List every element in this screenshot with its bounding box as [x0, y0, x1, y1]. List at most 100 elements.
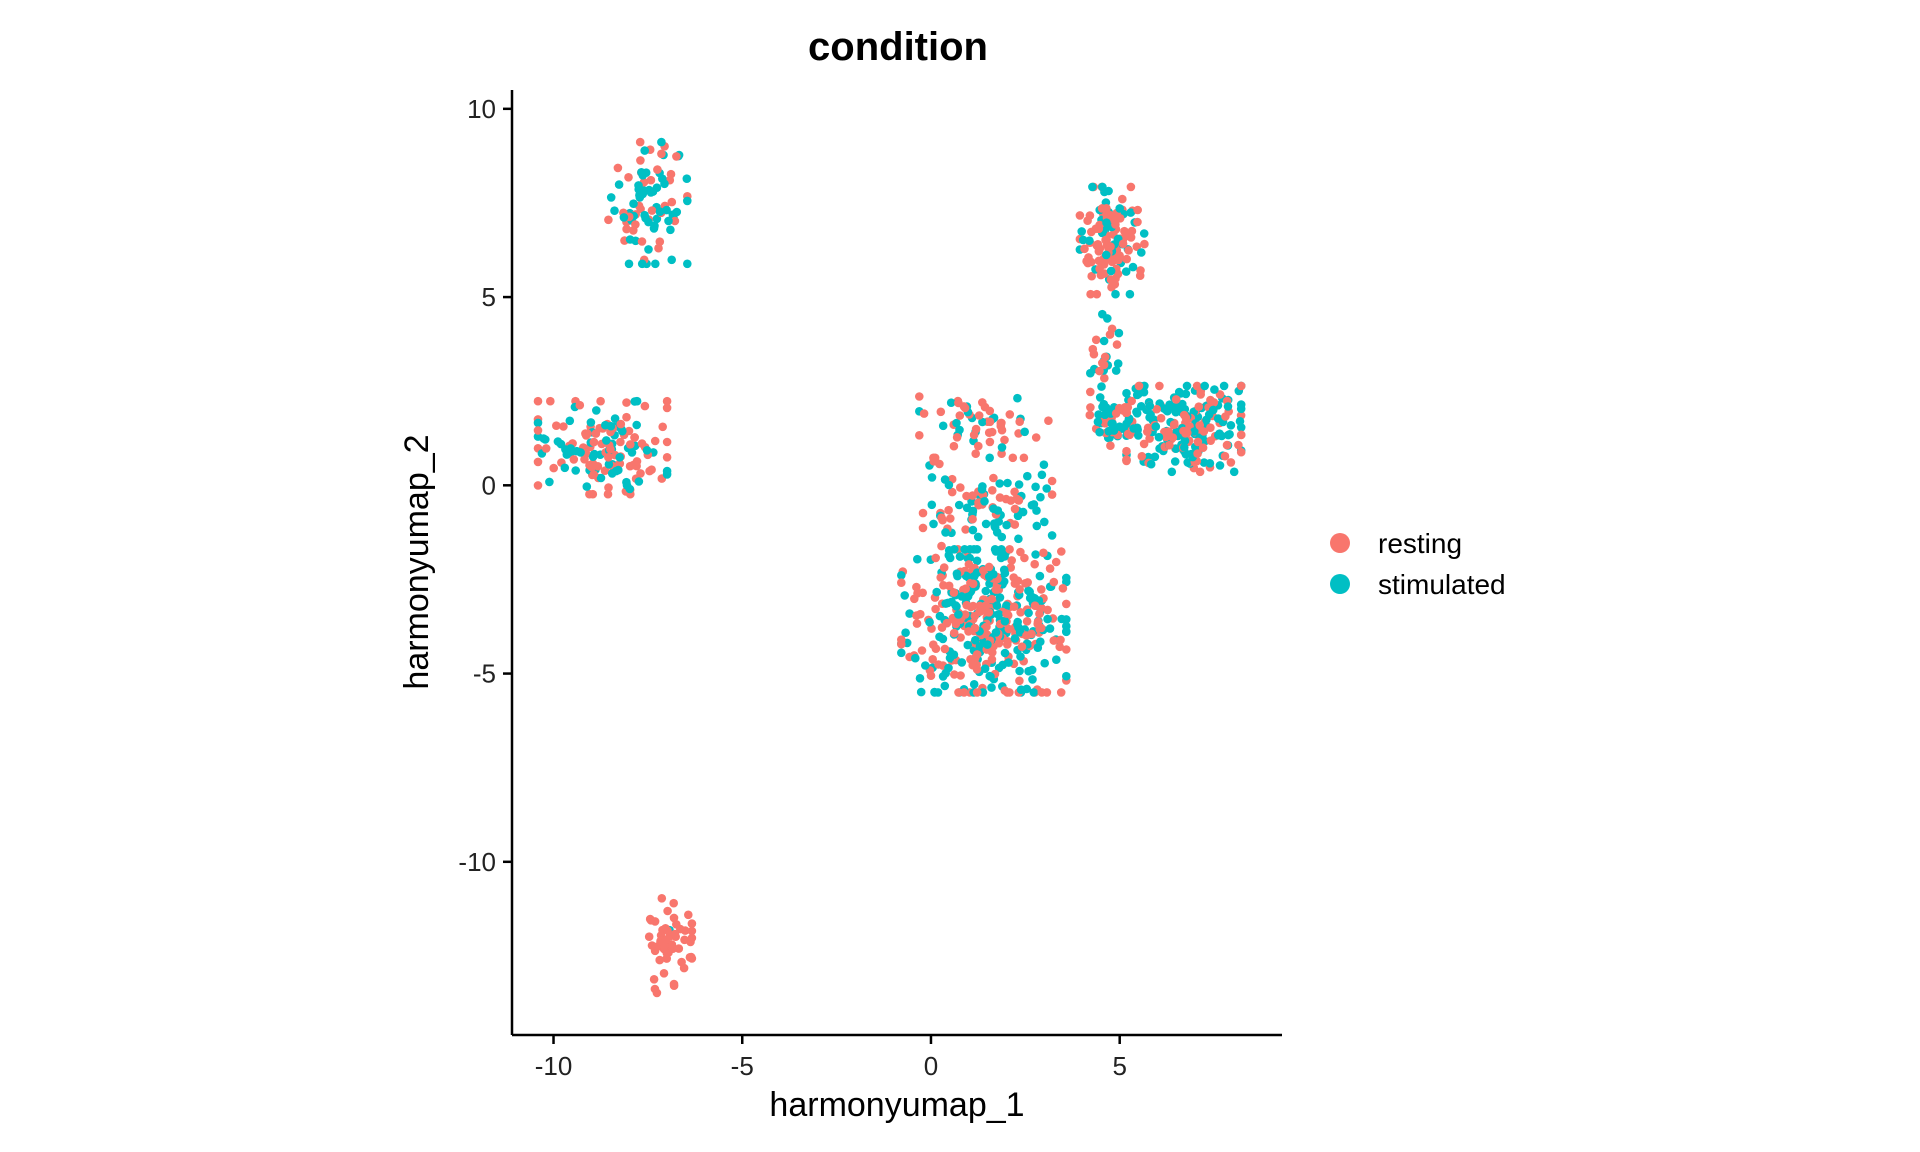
- scatter-point-resting: [622, 398, 631, 407]
- scatter-point-resting: [1206, 423, 1215, 433]
- scatter-point-stimulated: [1126, 208, 1135, 217]
- scatter-point-stimulated: [634, 477, 644, 486]
- scatter-point-stimulated: [1121, 267, 1131, 276]
- scatter-point-resting: [912, 619, 922, 628]
- scatter-point-stimulated: [1013, 393, 1022, 403]
- scatter-point-resting: [931, 604, 940, 614]
- scatter-point-stimulated: [1045, 624, 1055, 633]
- scatter-point-stimulated: [1014, 534, 1023, 544]
- scatter-point-resting: [1106, 441, 1115, 451]
- scatter-point-resting: [987, 594, 997, 604]
- scatter-point-resting: [1087, 227, 1096, 237]
- scatter-point-resting: [966, 602, 976, 612]
- scatter-point-stimulated: [562, 450, 572, 459]
- scatter-point-resting: [939, 563, 949, 572]
- scatter-point-resting: [1195, 421, 1204, 430]
- scatter-point-resting: [1198, 443, 1208, 453]
- scatter-point-resting: [1049, 577, 1059, 587]
- scatter-point-resting: [1019, 453, 1029, 463]
- scatter-point-resting: [1037, 585, 1046, 594]
- scatter-point-stimulated: [995, 479, 1004, 488]
- scatter-point-stimulated: [943, 598, 953, 608]
- scatter-point-resting: [533, 426, 543, 435]
- y-tick-label: 10: [467, 94, 496, 124]
- legend-key-stimulated: [1330, 574, 1350, 594]
- scatter-point-resting: [1105, 330, 1115, 339]
- scatter-point-resting: [647, 941, 657, 950]
- scatter-point-stimulated: [957, 592, 966, 601]
- scatter-point-resting: [997, 449, 1006, 459]
- scatter-point-stimulated: [1109, 426, 1119, 435]
- scatter-point-resting: [929, 640, 938, 649]
- scatter-point-resting: [1015, 585, 1024, 594]
- scatter-point-resting: [1102, 204, 1111, 213]
- scatter-point-resting: [552, 421, 561, 431]
- scatter-point-resting: [630, 433, 639, 442]
- scatter-point-stimulated: [1016, 685, 1026, 694]
- scatter-point-stimulated: [582, 482, 592, 491]
- scatter-point-stimulated: [963, 640, 973, 650]
- scatter-point-resting: [1035, 609, 1044, 619]
- scatter-point-resting: [549, 463, 558, 473]
- scatter-point-resting: [1047, 490, 1057, 499]
- scatter-point-resting: [966, 655, 975, 664]
- scatter-point-resting: [989, 473, 998, 483]
- x-tick-label: -5: [731, 1051, 754, 1081]
- scatter-point-resting: [669, 913, 679, 923]
- scatter-point-resting: [632, 457, 642, 466]
- scatter-point-resting: [1005, 545, 1014, 554]
- scatter-point-stimulated: [986, 672, 995, 681]
- scatter-point-resting: [674, 944, 684, 953]
- scatter-point-stimulated: [977, 485, 987, 494]
- scatter-point-resting: [652, 988, 662, 998]
- scatter-point-resting: [1133, 205, 1142, 215]
- scatter-point-stimulated: [1043, 614, 1052, 624]
- scatter-point-resting: [1010, 504, 1020, 514]
- scatter-point-stimulated: [1023, 471, 1032, 481]
- scatter-point-resting: [1168, 433, 1178, 442]
- scatter-point-stimulated: [576, 448, 585, 457]
- scatter-point-resting: [1107, 257, 1117, 267]
- scatter-point-resting: [1226, 458, 1236, 467]
- scatter-point-stimulated: [981, 586, 991, 596]
- scatter-point-stimulated: [629, 199, 638, 208]
- scatter-point-resting: [968, 514, 977, 524]
- scatter-point-resting: [604, 215, 613, 225]
- scatter-point-resting: [1118, 239, 1128, 249]
- scatter-point-resting: [1134, 381, 1144, 391]
- scatter-point-resting: [1062, 599, 1071, 609]
- scatter-point-resting: [1122, 254, 1131, 264]
- scatter-point-stimulated: [1099, 336, 1109, 346]
- scatter-point-stimulated: [630, 397, 639, 406]
- scatter-point-resting: [912, 582, 921, 592]
- scatter-point-stimulated: [916, 687, 926, 697]
- scatter-point-stimulated: [1062, 621, 1071, 631]
- scatter-point-resting: [1089, 349, 1099, 359]
- scatter-point-resting: [670, 929, 680, 939]
- scatter-point-resting: [950, 670, 959, 679]
- scatter-point-resting: [972, 665, 982, 674]
- x-tick-label: 0: [924, 1051, 938, 1081]
- scatter-point-stimulated: [975, 642, 985, 651]
- scatter-point-resting: [987, 427, 997, 437]
- scatter-point-stimulated: [627, 448, 637, 457]
- y-ticks: 10 5 0 -5 -10: [458, 94, 512, 877]
- scatter-point-resting: [1110, 279, 1120, 289]
- scatter-point-resting: [669, 898, 678, 908]
- scatter-point-stimulated: [1150, 452, 1160, 462]
- scatter-point-resting: [660, 941, 669, 951]
- scatter-point-stimulated: [571, 466, 580, 475]
- scatter-point-resting: [1008, 453, 1018, 463]
- scatter-point-stimulated: [1000, 648, 1010, 658]
- scatter-point-resting: [1101, 235, 1110, 245]
- scatter-point-resting: [533, 481, 543, 490]
- scatter-point-resting: [686, 937, 695, 947]
- scatter-point-resting: [1055, 642, 1064, 652]
- scatter-point-stimulated: [1145, 401, 1154, 411]
- scatter-point-resting: [687, 926, 697, 936]
- scatter-point-resting: [1030, 559, 1039, 569]
- scatter-point-stimulated: [1163, 406, 1172, 416]
- scatter-point-resting: [1155, 381, 1164, 391]
- scatter-point-stimulated: [997, 443, 1007, 452]
- scatter-point-stimulated: [1215, 461, 1225, 470]
